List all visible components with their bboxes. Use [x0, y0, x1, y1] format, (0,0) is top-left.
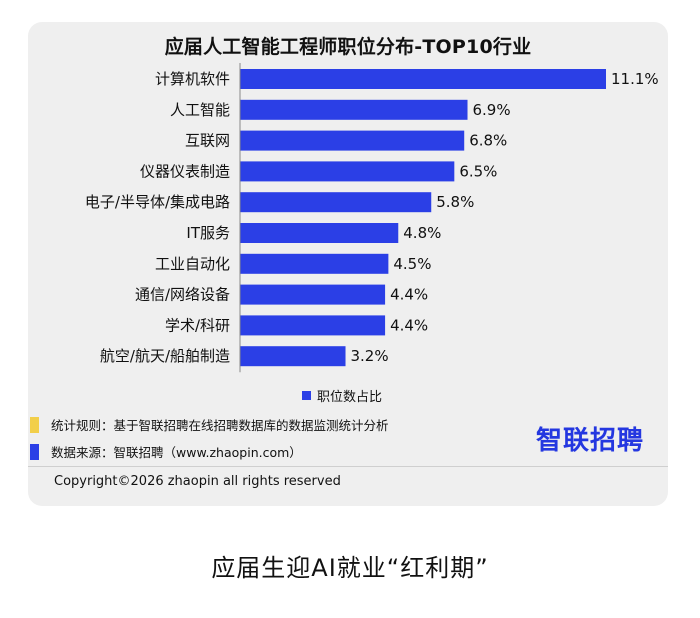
bar: [240, 253, 389, 274]
bar: [240, 161, 455, 182]
bar: [240, 346, 346, 367]
category-label: 电子/半导体/集成电路: [85, 193, 230, 211]
note-rule-marker: [30, 416, 39, 433]
bar: [240, 315, 386, 336]
category-label: 互联网: [185, 132, 230, 150]
value-label: 3.2%: [351, 347, 389, 365]
note-source: 数据来源：智联招聘（www.zhaopin.com）: [30, 442, 302, 461]
value-label: 6.5%: [459, 162, 497, 180]
bar: [240, 99, 468, 120]
chart-title: 应届人工智能工程师职位分布-TOP10行业: [164, 36, 532, 58]
bar: [240, 192, 432, 213]
category-label: 学术/科研: [165, 316, 230, 334]
bar-chart-svg: 计算机软件 11.1% 人工智能 6.9% 互联网 6.8% 仪器仪表制造 6.5% 电子/半导…: [85, 63, 659, 373]
copyright-text: Copyright©2026 zhaopin all rights reserv…: [54, 474, 341, 489]
value-label: 5.8%: [436, 193, 474, 211]
legend-swatch: [302, 391, 311, 400]
category-label: 人工智能: [170, 101, 230, 119]
value-label: 4.4%: [390, 286, 428, 304]
chart-legend: 职位数占比: [302, 386, 382, 405]
category-label: 航空/航天/船舶制造: [100, 347, 230, 365]
value-label: 4.5%: [393, 255, 431, 273]
page-caption: 应届生迎AI就业“红利期”: [211, 554, 489, 582]
value-label: 11.1%: [611, 70, 659, 88]
zhaopin-logo: 智联招聘: [536, 426, 645, 456]
bar: [240, 284, 386, 305]
footer-divider: [28, 466, 668, 467]
note-source-text: 数据来源：智联招聘（www.zhaopin.com）: [51, 445, 302, 460]
note-source-marker: [30, 443, 39, 460]
value-label: 4.4%: [390, 316, 428, 334]
bar: [240, 223, 399, 243]
note-rule: 统计规则：基于智联招聘在线招聘数据库的数据监测统计分析: [30, 415, 389, 434]
legend-label: 职位数占比: [317, 390, 383, 405]
category-label: IT服务: [186, 224, 230, 242]
category-label: 工业自动化: [155, 255, 230, 273]
value-label: 6.9%: [473, 101, 511, 119]
chart-card: 应届人工智能工程师职位分布-TOP10行业 计算机软件 11.1% 人工智能 6.9%…: [28, 22, 668, 506]
category-label: 通信/网络设备: [135, 286, 230, 304]
category-label: 计算机软件: [155, 70, 230, 88]
note-rule-text: 统计规则：基于智联招聘在线招聘数据库的数据监测统计分析: [51, 418, 389, 433]
bar: [240, 69, 606, 89]
value-label: 4.8%: [403, 224, 441, 242]
category-label: 仪器仪表制造: [140, 162, 230, 180]
value-label: 6.8%: [469, 132, 507, 150]
bar: [240, 130, 465, 151]
bar-chart: 计算机软件 11.1% 人工智能 6.9% 互联网 6.8% 仪器仪表制造 6.5% 电子/半导…: [28, 22, 668, 506]
